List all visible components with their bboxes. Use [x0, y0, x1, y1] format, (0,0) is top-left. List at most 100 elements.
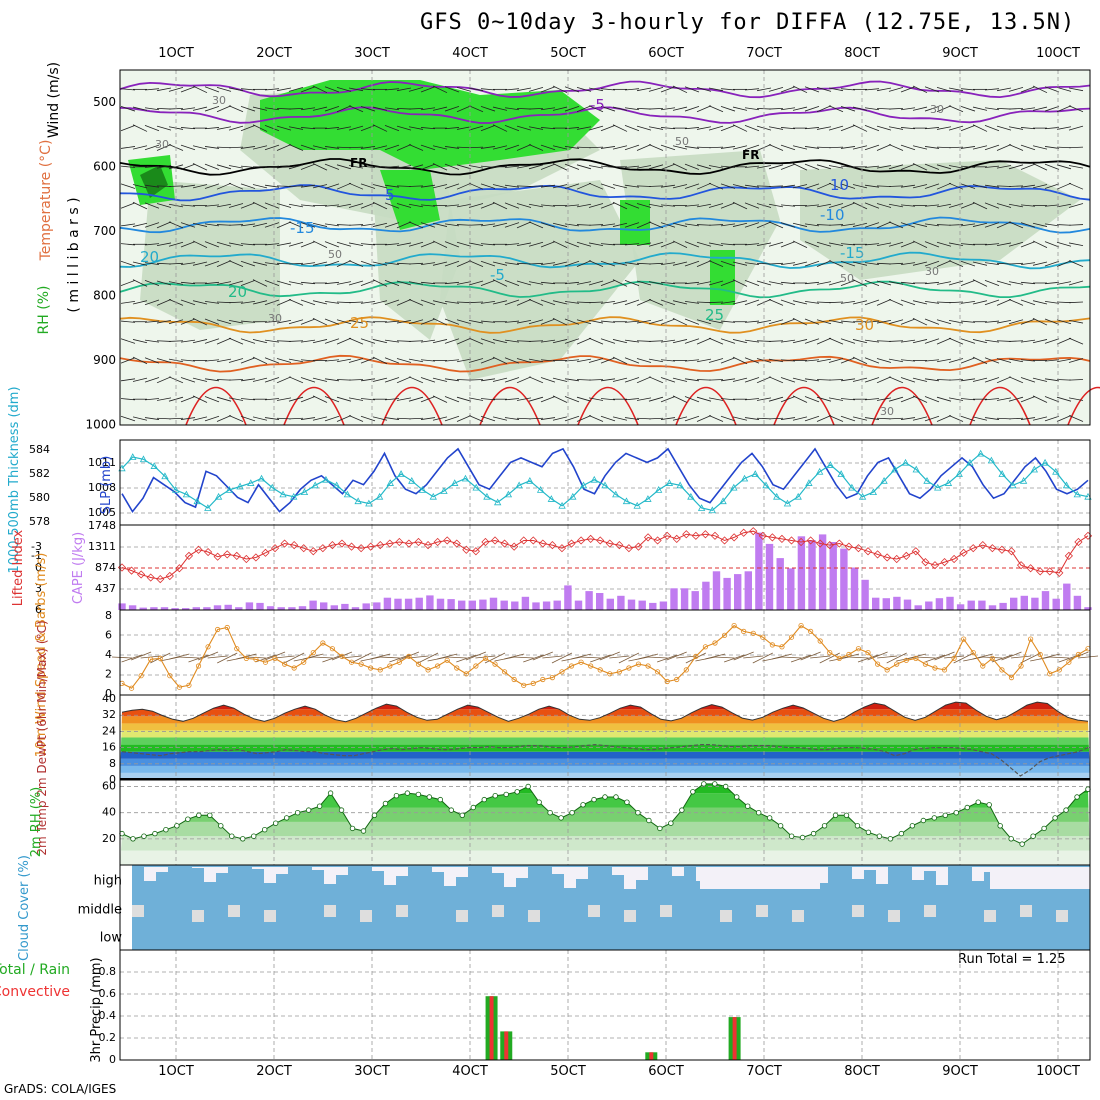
wind-barb: [420, 339, 436, 343]
wind-barb: [828, 280, 844, 286]
wind-barb: [1020, 144, 1036, 151]
cloud-gap-high: [192, 867, 204, 868]
thickness-point: [1019, 476, 1028, 484]
wind-barb: [156, 165, 172, 169]
wind-barb: [756, 185, 772, 187]
wind-barb: [468, 105, 484, 113]
wind-barb: [552, 85, 568, 94]
wind-barb: [804, 318, 820, 325]
wind-barb: [300, 262, 316, 266]
wind-barb: [408, 417, 424, 420]
thickness-point: [311, 481, 319, 489]
wind-tick-label: 0: [105, 687, 112, 700]
rh-point: [701, 781, 707, 787]
thickness-point: [1062, 481, 1071, 489]
thickness-point: [418, 486, 427, 493]
thickness-tick-label: 580: [29, 491, 50, 504]
rh-point: [349, 825, 356, 832]
wind-barb: [120, 106, 136, 112]
cape-bar: [787, 568, 795, 610]
wind-barb: [276, 185, 292, 187]
wind-speed-point: [932, 665, 938, 671]
wind-barb: [264, 243, 280, 246]
wind-barb: [612, 184, 628, 189]
wind-barb: [516, 107, 532, 110]
wind-speed-point: [607, 671, 613, 677]
lifted-index-line: [121, 530, 1089, 580]
cape-bar: [553, 600, 561, 610]
wind-barb: [144, 417, 160, 420]
wind-barb: [984, 202, 1000, 209]
wind-barb: [360, 357, 376, 364]
lifted-index-point: [730, 533, 739, 542]
wind-barb: [1020, 318, 1036, 325]
thickness-point: [332, 481, 341, 489]
cape-bar: [967, 600, 975, 610]
wind-barb: [252, 145, 268, 150]
wind-barb: [504, 184, 520, 188]
wind-barb: [1044, 359, 1060, 362]
wind-barb: [120, 125, 136, 132]
cape-bar: [521, 596, 530, 610]
wind-barb: [1056, 224, 1072, 226]
wind-barb: [672, 395, 688, 403]
wind-barb: [1020, 396, 1036, 403]
wind-barb: [804, 204, 820, 207]
temperature-contour: [381, 386, 443, 426]
wind-barb: [240, 88, 256, 91]
lifted-index-point: [1036, 567, 1045, 576]
cape-bar: [458, 600, 466, 610]
cloud-gap-high: [204, 867, 216, 882]
wind-speed-point: [760, 634, 766, 640]
wind-barb: [228, 379, 244, 381]
wind-barb: [204, 378, 220, 382]
rh-point: [437, 796, 444, 803]
wind-barb: [288, 107, 304, 110]
thickness-point: [687, 492, 695, 500]
wind-barb: [444, 146, 460, 149]
wind-barb: [540, 86, 556, 93]
wind-barb: [600, 260, 616, 267]
cape-tick-label: 1748: [88, 519, 116, 532]
wind-speed-point: [674, 676, 680, 683]
thickness-point: [773, 492, 781, 500]
thickness-point: [193, 497, 201, 505]
cloud-gap-high: [252, 867, 264, 869]
wind-barb: [513, 656, 534, 659]
wind-barb: [636, 298, 652, 306]
lifted-index-point: [624, 544, 634, 553]
wind-speed-point: [894, 661, 900, 667]
wind-speed-point: [635, 661, 642, 667]
wind-barb: [348, 242, 364, 246]
wind-barb: [1032, 184, 1048, 189]
wind-barb: [204, 183, 220, 189]
wind-barb: [480, 398, 496, 401]
cloud-level-label: high: [94, 874, 122, 889]
cape-bar: [850, 567, 859, 610]
wind-barb: [156, 298, 172, 306]
wind-barb: [804, 241, 820, 248]
wind-barb: [720, 223, 736, 227]
thickness-point: [386, 479, 395, 486]
cape-bar: [383, 597, 392, 610]
wind-barb: [156, 125, 172, 131]
cape-bar: [532, 602, 540, 610]
wind-barb: [852, 145, 868, 150]
temperature-contour: [119, 216, 1091, 234]
wind-barb: [360, 398, 376, 401]
wind-barb: [744, 107, 760, 111]
wind-barb: [240, 378, 256, 382]
wind-barb: [780, 339, 796, 343]
wind-barb: [696, 126, 712, 130]
wind-barb: [564, 318, 580, 325]
wind-speed-point: [339, 653, 345, 660]
slp-tick-label: 1008: [88, 481, 116, 494]
rh-point: [130, 836, 136, 842]
wind-barb: [516, 221, 532, 229]
wind-speed-point: [444, 657, 450, 663]
rh-point: [646, 817, 652, 824]
wind-barb: [1068, 224, 1084, 226]
wind-barb: [684, 146, 700, 149]
wind-barb: [1068, 182, 1084, 190]
wind-barb: [168, 241, 184, 247]
